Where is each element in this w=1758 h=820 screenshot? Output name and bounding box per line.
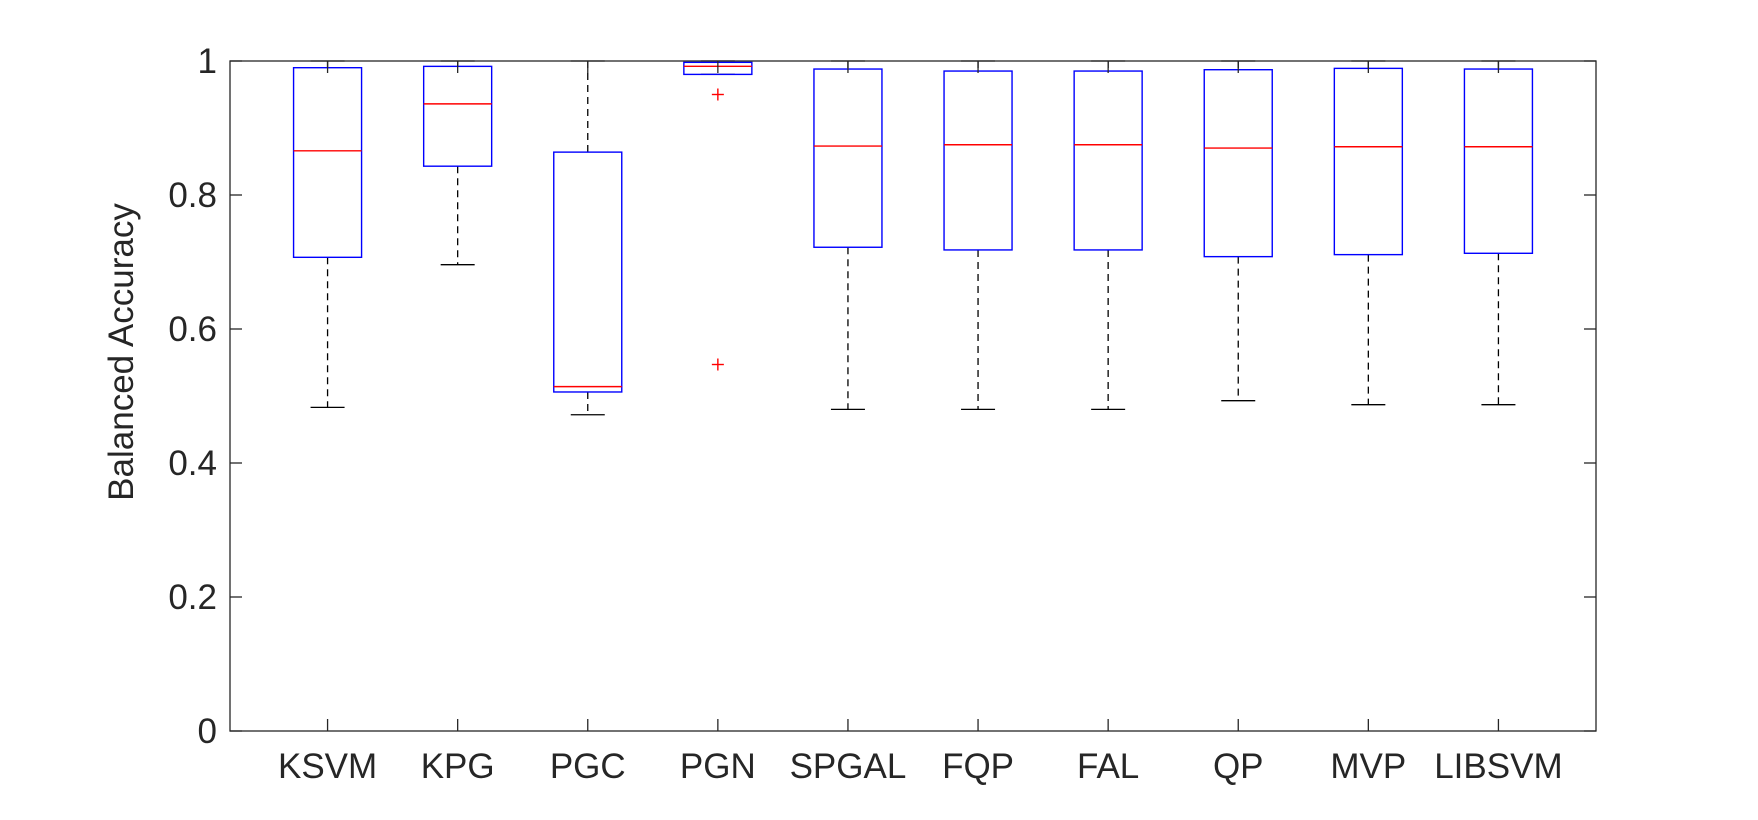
x-tick-label-fal: FAL — [1077, 747, 1139, 786]
box-group-pgn — [683, 60, 753, 371]
x-tick-label-pgc: PGC — [550, 747, 626, 786]
x-tick-label-pgn: PGN — [680, 747, 756, 786]
box-iqr — [553, 151, 623, 393]
box-iqr — [1463, 68, 1534, 254]
x-tick-label-mvp: MVP — [1330, 747, 1406, 786]
box-group-fqp — [943, 60, 1013, 411]
box-group-pgc — [553, 60, 623, 416]
box-group-kpg — [422, 60, 493, 266]
y-tick-label: 0.8 — [168, 176, 217, 215]
box-group-ksvm — [292, 60, 363, 409]
x-tick-label-libsvm: LIBSVM — [1434, 747, 1562, 786]
y-tick-label: 0.4 — [168, 444, 217, 483]
y-tick-label: 0.2 — [168, 578, 217, 617]
box-iqr — [422, 65, 493, 167]
x-tick-label-kpg: KPG — [421, 747, 495, 786]
box-group-fal — [1073, 60, 1143, 411]
y-axis-label: Balanced Accuracy — [102, 203, 141, 501]
box-group-qp — [1203, 60, 1273, 402]
box-group-mvp — [1333, 60, 1404, 406]
y-tick-label: 0 — [198, 712, 217, 751]
box-group-libsvm — [1463, 60, 1534, 406]
box-iqr — [1073, 70, 1143, 251]
x-tick-label-fqp: FQP — [942, 747, 1014, 786]
y-tick-label: 1 — [198, 42, 217, 81]
box-iqr — [1203, 69, 1273, 258]
boxes-layer — [292, 60, 1534, 416]
box-iqr — [292, 66, 363, 259]
outlier-marker — [711, 358, 724, 371]
box-group-spgal — [813, 60, 883, 411]
box-iqr — [943, 70, 1013, 251]
y-tick-label: 0.6 — [168, 310, 217, 349]
x-tick-label-spgal: SPGAL — [790, 747, 907, 786]
box-iqr — [813, 68, 883, 248]
x-tick-label-qp: QP — [1213, 747, 1264, 786]
plot-area-frame — [229, 60, 1597, 732]
outlier-marker — [711, 88, 724, 101]
x-tick-label-ksvm: KSVM — [278, 747, 377, 786]
box-iqr — [1333, 67, 1404, 256]
axes-layer: 0 0.2 0.4 0.6 0.8 1 KSVM KPG PGC PGN SPGAL FQP FAL QP… — [168, 42, 1597, 786]
